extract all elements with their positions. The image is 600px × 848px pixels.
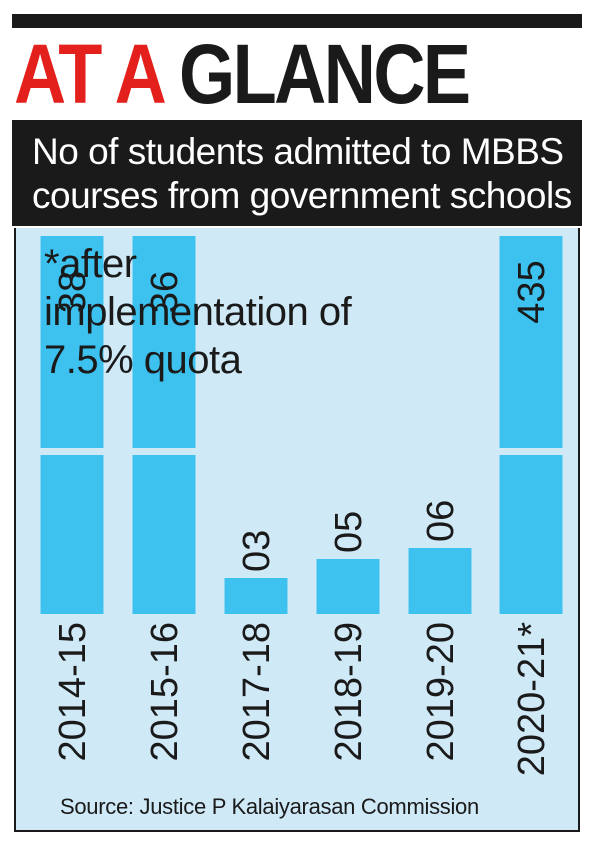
subtitle-bar: No of students admitted to MBBS courses … <box>12 120 582 226</box>
plot-area <box>14 228 580 832</box>
headline-black: GLANCE <box>178 27 471 121</box>
top-rule <box>12 14 582 28</box>
chart-note: *after implementation of 7.5% quota <box>44 242 352 382</box>
source-credit: Source: Justice P Kalaiyarasan Commissio… <box>60 794 479 819</box>
headline-red: AT A <box>14 27 164 121</box>
headline: AT A GLANCE <box>14 32 471 116</box>
chart-subtitle: No of students admitted to MBBS courses … <box>32 131 572 216</box>
